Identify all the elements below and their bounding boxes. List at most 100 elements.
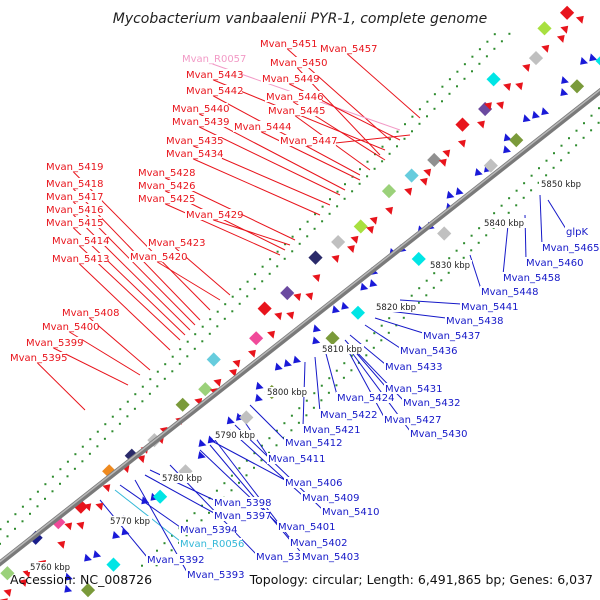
tick-dot <box>216 310 219 313</box>
label-bg <box>267 105 324 116</box>
gene-label-mvan-5406[interactable]: Mvan_5406 <box>285 478 342 489</box>
tick-dot <box>560 159 563 162</box>
gene-label-mvan-5412[interactable]: Mvan_5412 <box>285 438 342 449</box>
gene-arrow <box>84 553 92 562</box>
tick-dot <box>335 384 338 387</box>
gene-label-mvan-5402[interactable]: Mvan_5402 <box>290 538 347 549</box>
gene-label-mvan-5443[interactable]: Mvan_5443 <box>186 70 243 81</box>
gene-label-mvan-5428[interactable]: Mvan_5428 <box>138 168 195 179</box>
gene-label-mvan-5431[interactable]: Mvan_5431 <box>385 384 442 395</box>
gene-box <box>570 79 585 94</box>
tick-dot <box>224 303 227 306</box>
gene-label-mvan-5421[interactable]: Mvan_5421 <box>303 425 360 436</box>
gene-label-mvan-5408[interactable]: Mvan_5408 <box>62 308 119 319</box>
gene-label-mvan-5400[interactable]: Mvan_5400 <box>42 322 99 333</box>
gene-label-mvan-5409[interactable]: Mvan_5409 <box>302 493 359 504</box>
tick-dot <box>239 288 242 291</box>
kbp-label: 5790 kbp <box>215 431 255 441</box>
tick-dot <box>186 340 189 343</box>
gene-label-mvan-5424[interactable]: Mvan_5424 <box>337 393 394 404</box>
gene-label-mvan-5416[interactable]: Mvan_5416 <box>46 205 103 216</box>
gene-label-glpk[interactable]: glpK <box>566 227 588 238</box>
gene-label-mvan-5457[interactable]: Mvan_5457 <box>320 44 377 55</box>
gene-label-mvan-5460[interactable]: Mvan_5460 <box>526 258 583 269</box>
tick-dot <box>448 92 451 95</box>
gene-label-mvan-5401[interactable]: Mvan_5401 <box>278 522 335 533</box>
gene-label-mvan-5451[interactable]: Mvan_5451 <box>260 39 317 50</box>
gene-label-mvan-5450[interactable]: Mvan_5450 <box>270 58 327 69</box>
gene-label-mvan-5410[interactable]: Mvan_5410 <box>322 507 379 518</box>
gene-label-mvan-5429[interactable]: Mvan_5429 <box>186 210 243 221</box>
tick-dot <box>522 196 525 199</box>
gene-label-mvan-r0056[interactable]: Mvan_R0056 <box>180 539 244 550</box>
gene-label-mvan-5414[interactable]: Mvan_5414 <box>52 236 109 247</box>
tick-dot <box>230 474 233 477</box>
gene-label-mvan-5411[interactable]: Mvan_5411 <box>268 454 325 465</box>
gene-label-mvan-5415[interactable]: Mvan_5415 <box>46 218 103 229</box>
gene-label-mvan-5439[interactable]: Mvan_5439 <box>172 117 229 128</box>
gene-label-mvan-5394[interactable]: Mvan_5394 <box>180 525 237 536</box>
gene-label-mvan-5425[interactable]: Mvan_5425 <box>138 194 195 205</box>
tick-dot <box>418 108 421 111</box>
kbp-label: 5830 kbp <box>430 261 470 271</box>
tick-dot <box>440 279 443 282</box>
tick-dot <box>21 505 24 508</box>
gene-label-mvan-5392[interactable]: Mvan_5392 <box>147 555 204 566</box>
gene-label-mvan-5440[interactable]: Mvan_5440 <box>172 104 229 115</box>
gene-label-mvan-5435[interactable]: Mvan_5435 <box>166 136 223 147</box>
gene-label-mvan-5418[interactable]: Mvan_5418 <box>46 179 103 190</box>
gene-label-mvan-5437[interactable]: Mvan_5437 <box>423 331 480 342</box>
gene-label-mvan-5397[interactable]: Mvan_5397 <box>214 511 271 522</box>
gene-label-mvan-5393[interactable]: Mvan_5393 <box>187 570 244 581</box>
gene-label-mvan-5438[interactable]: Mvan_5438 <box>446 316 503 327</box>
tick-dot <box>583 122 585 125</box>
gene-label-mvan-5447[interactable]: Mvan_5447 <box>280 136 337 147</box>
gene-label-mvan-5446[interactable]: Mvan_5446 <box>266 92 323 103</box>
label-bg <box>213 497 270 508</box>
tick-dot <box>380 324 383 327</box>
gene-label-mvan-r0057[interactable]: Mvan_R0057 <box>182 54 246 65</box>
tick-dot <box>51 490 54 493</box>
gene-label-mvan-5442[interactable]: Mvan_5442 <box>186 86 243 97</box>
gene-label-mvan-5426[interactable]: Mvan_5426 <box>138 181 195 192</box>
gene-label-mvan-5445[interactable]: Mvan_5445 <box>268 106 325 117</box>
gene-label-mvan-5448[interactable]: Mvan_5448 <box>481 287 538 298</box>
gene-label-mvan-5399[interactable]: Mvan_5399 <box>26 338 83 349</box>
gene-label-mvan-5458[interactable]: Mvan_5458 <box>503 273 560 284</box>
gene-box <box>455 117 470 132</box>
tick-dot <box>380 339 383 342</box>
gene-label-mvan-5420[interactable]: Mvan_5420 <box>130 252 187 263</box>
gene-label-mvan-5395[interactable]: Mvan_5395 <box>10 353 67 364</box>
label-bg <box>301 492 358 503</box>
kbp-label-bg <box>320 344 364 354</box>
gene-label-mvan-5398[interactable]: Mvan_5398 <box>214 498 271 509</box>
gene-label-mvan-5465[interactable]: Mvan_5465 <box>542 243 599 254</box>
tick-dot <box>201 325 204 328</box>
tick-dot <box>321 205 324 208</box>
gene-label-mvan-5434[interactable]: Mvan_5434 <box>166 149 223 160</box>
label-bg <box>301 551 358 562</box>
gene-label-mvan-5413[interactable]: Mvan_5413 <box>52 254 109 265</box>
gene-label-mvan-5422[interactable]: Mvan_5422 <box>320 410 377 421</box>
gene-label-mvan-5432[interactable]: Mvan_5432 <box>403 398 460 409</box>
gene-label-mvan-5444[interactable]: Mvan_5444 <box>234 122 291 133</box>
gene-label-mvan-5427[interactable]: Mvan_5427 <box>384 415 441 426</box>
tick-dot <box>253 287 256 290</box>
tick-dot <box>418 122 421 125</box>
gene-label-mvan-5441[interactable]: Mvan_5441 <box>461 302 518 313</box>
gene-label-mvan-5436[interactable]: Mvan_5436 <box>400 346 457 357</box>
gene-label-mvan-5423[interactable]: Mvan_5423 <box>148 238 205 249</box>
gene-label-mvan-5430[interactable]: Mvan_5430 <box>410 429 467 440</box>
gene-label-mvan-5403[interactable]: Mvan_5403 <box>302 552 359 563</box>
tick-dot <box>545 159 548 162</box>
tick-dot <box>298 407 301 410</box>
kbp-label-bg <box>213 430 257 440</box>
gene-label-mvan-5449[interactable]: Mvan_5449 <box>262 74 319 85</box>
gene-label-mvan-5433[interactable]: Mvan_5433 <box>385 362 442 373</box>
gene-arrow <box>347 245 355 253</box>
gene-label-mvan-5417[interactable]: Mvan_5417 <box>46 192 103 203</box>
gene-label-mvan-5396[interactable]: Mvan_5396 <box>256 552 313 563</box>
tick-dot <box>245 459 248 462</box>
gene-label-mvan-5419[interactable]: Mvan_5419 <box>46 162 103 173</box>
gene-box <box>537 21 552 36</box>
